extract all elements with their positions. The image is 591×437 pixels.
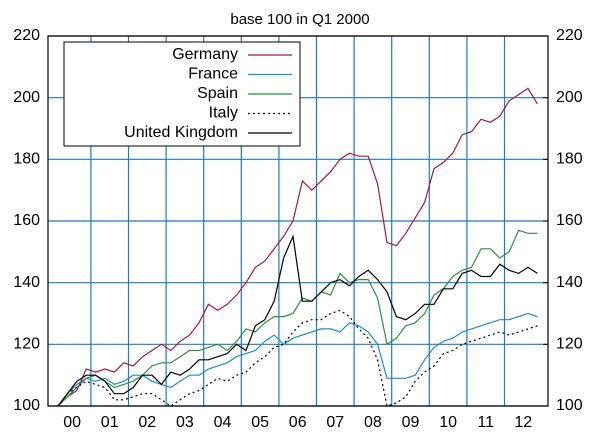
y2-tick-label: 140 [556, 274, 583, 291]
y-tick-label: 160 [13, 212, 40, 229]
x-tick-label: 11 [477, 414, 494, 431]
y2-tick-label: 100 [556, 397, 583, 414]
line-series [57, 229, 538, 407]
y-tick-label: 120 [13, 336, 40, 353]
legend-label: Spain [197, 85, 238, 102]
y2-tick-label: 180 [556, 151, 583, 168]
x-tick-label: 06 [289, 414, 307, 431]
y-tick-label: 180 [13, 151, 40, 168]
legend-label: France [188, 66, 238, 83]
x-tick-label: 10 [439, 414, 457, 431]
x-tick-label: 01 [101, 414, 119, 431]
legend-label: United Kingdom [124, 124, 238, 141]
chart-title: base 100 in Q1 2000 [230, 11, 369, 28]
y2-tick-label: 160 [556, 212, 583, 229]
x-tick-label: 04 [214, 414, 232, 431]
x-tick-label: 00 [63, 414, 81, 431]
x-tick-label: 05 [251, 414, 269, 431]
x-tick-label: 08 [364, 414, 382, 431]
y2-tick-label: 120 [556, 336, 583, 353]
line-series [57, 87, 538, 407]
line-series [57, 309, 538, 407]
y2-tick-label: 220 [556, 27, 583, 44]
legend-label: Germany [172, 46, 238, 63]
line-series [57, 312, 538, 407]
y-tick-label: 100 [13, 397, 40, 414]
x-tick-label: 12 [514, 414, 532, 431]
y-tick-label: 200 [13, 89, 40, 106]
y-tick-label: 140 [13, 274, 40, 291]
x-tick-label: 07 [326, 414, 344, 431]
y2-tick-label: 200 [556, 89, 583, 106]
line-series [57, 234, 538, 407]
legend-label: Italy [209, 105, 238, 122]
plot-frame [47, 35, 549, 407]
x-tick-label: 09 [402, 414, 420, 431]
x-tick-label: 02 [138, 414, 156, 431]
y-tick-label: 220 [13, 27, 40, 44]
x-tick-label: 03 [176, 414, 194, 431]
